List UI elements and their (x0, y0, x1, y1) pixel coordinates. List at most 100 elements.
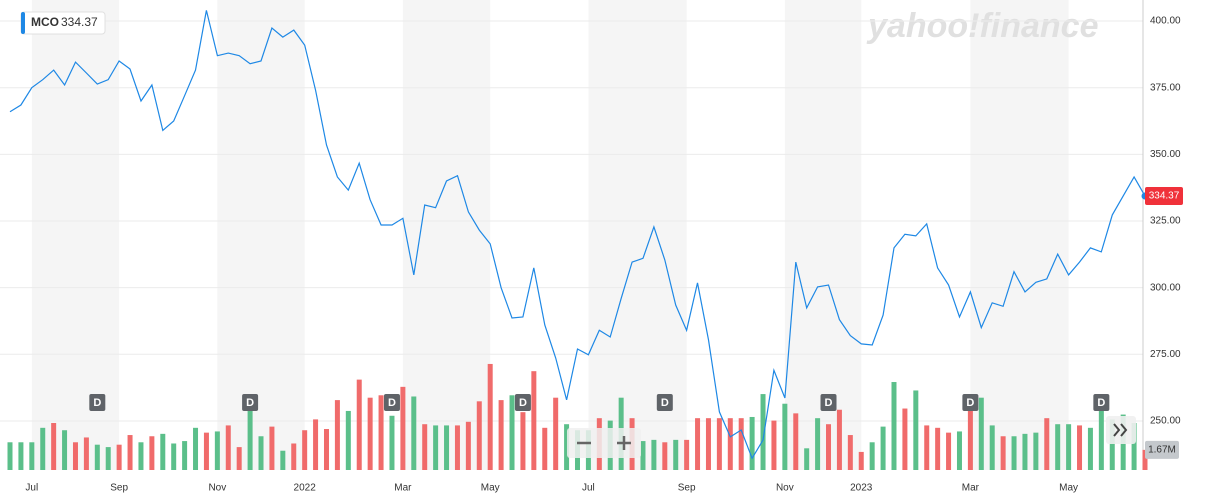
volume-bar (498, 400, 504, 470)
volume-bar (542, 427, 548, 470)
watermark: yahoo!finance (866, 7, 1098, 45)
volume-bar (705, 418, 711, 470)
dividend-box (242, 394, 259, 411)
volume-bar (553, 397, 559, 470)
volume-bar (1077, 425, 1083, 470)
zoom-controls[interactable] (567, 428, 641, 458)
volume-bar (1011, 436, 1017, 470)
price-tag-label: 334.37 (1149, 191, 1180, 202)
volume-bar (978, 397, 984, 470)
dividend-label: D (825, 397, 833, 409)
volume-bar (72, 442, 78, 470)
volume-bar (83, 437, 89, 470)
volume-bar (946, 432, 952, 470)
volume-bar (749, 416, 755, 470)
volume-bar (695, 418, 701, 470)
volume-bar (236, 447, 242, 470)
price-line (9, 10, 1146, 460)
month-band (217, 0, 305, 470)
dividend-label: D (388, 397, 396, 409)
dividend-label: D (246, 397, 254, 409)
volume-bar (836, 409, 842, 470)
volume-bar (1087, 427, 1093, 470)
volume-bar (804, 448, 810, 470)
volume-tag (1145, 440, 1179, 459)
volume-bar (411, 396, 417, 470)
dividend-label: D (661, 397, 669, 409)
volume-bar (18, 442, 24, 470)
x-tick-label: 2023 (850, 483, 873, 494)
volume-bar (815, 418, 821, 470)
dividend-box (820, 394, 837, 411)
volume-bar (520, 412, 526, 470)
dividend-label: D (519, 397, 527, 409)
dividend-marker[interactable]: D (820, 394, 837, 411)
volume-bar (509, 395, 515, 470)
volume-bar (684, 439, 690, 470)
volume-bar (956, 431, 962, 470)
volume-bar (1000, 436, 1006, 470)
legend-swatch (21, 12, 25, 34)
expand-button[interactable] (1106, 416, 1136, 444)
dividend-marker[interactable]: D (383, 394, 400, 411)
y-tick-label: 375.00 (1150, 82, 1181, 93)
volume-bar (323, 429, 329, 470)
price-tag (1145, 187, 1183, 206)
x-tick-label: Jul (582, 483, 595, 494)
volume-bar (160, 433, 166, 470)
volume-bar (313, 419, 319, 470)
x-tick-label: 2022 (294, 483, 317, 494)
x-tick-label: Sep (110, 483, 128, 494)
volume-bar (444, 425, 450, 470)
volume-bar (1098, 403, 1104, 470)
volume-bar (127, 435, 133, 470)
volume-bar (1066, 424, 1072, 470)
volume-bar (1109, 419, 1115, 470)
volume-bar (935, 427, 941, 470)
expand-icon (1113, 423, 1128, 437)
volume-bar (193, 427, 199, 470)
dividend-marker[interactable]: D (514, 394, 531, 411)
x-tick-label: Nov (208, 483, 226, 494)
dividend-box (1093, 394, 1110, 411)
volume-bar (247, 404, 253, 470)
dividend-marker[interactable]: D (962, 394, 979, 411)
volume-bar (433, 425, 439, 470)
volume-bar (727, 418, 733, 470)
dividend-label: D (966, 397, 974, 409)
volume-bar (924, 425, 930, 470)
dividend-marker[interactable]: D (1093, 394, 1110, 411)
x-tick-label: Mar (394, 483, 412, 494)
dividend-box (962, 394, 979, 411)
month-band (970, 0, 1069, 470)
volume-bar (531, 371, 537, 470)
volume-bar (51, 423, 57, 470)
volume-bar (1022, 433, 1028, 470)
legend-name: MCO (31, 15, 59, 29)
x-tick-label: Jul (25, 483, 38, 494)
volume-bar (989, 425, 995, 470)
dividend-label: D (93, 397, 101, 409)
volume-bar (1033, 432, 1039, 470)
volume-bar (171, 443, 177, 470)
zoom-in[interactable] (617, 436, 631, 450)
month-band (31, 0, 120, 470)
volume-bar (738, 418, 744, 470)
volume-bar (771, 420, 777, 470)
volume-bar (1131, 423, 1137, 470)
volume-bar (487, 363, 493, 470)
volume-bar (378, 395, 384, 470)
volume-bar (334, 400, 340, 470)
volume-bar (1044, 418, 1050, 470)
volume-bar (902, 408, 908, 470)
dividend-marker[interactable]: D (242, 394, 259, 411)
volume-bar (269, 426, 275, 470)
dividend-marker[interactable]: D (89, 394, 106, 411)
volume-bar (640, 441, 646, 470)
volume-bar (94, 444, 100, 470)
dividend-marker[interactable]: D (656, 394, 673, 411)
volume-bar (826, 424, 832, 470)
dividend-box (514, 394, 531, 411)
volume-bar (422, 424, 428, 470)
month-band (588, 0, 687, 470)
